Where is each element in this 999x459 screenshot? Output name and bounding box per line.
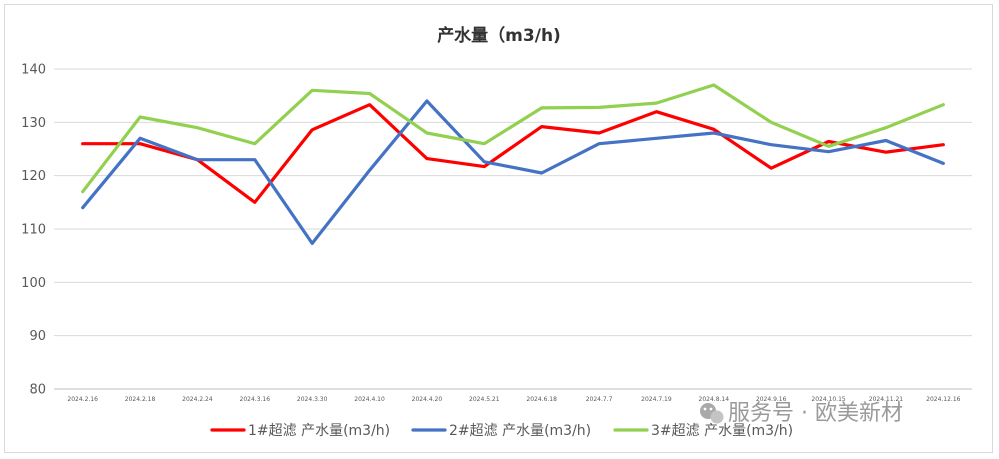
x-tick-label: 2024.2.18 <box>125 396 156 403</box>
y-tick-label: 120 <box>21 169 46 184</box>
y-tick-label: 80 <box>29 383 46 398</box>
series-line-2 <box>81 99 945 245</box>
y-axis-ticks: 80 90 100 110 120 130 140 <box>21 63 46 398</box>
y-tick-label: 140 <box>21 63 46 78</box>
y-tick-label: 100 <box>21 276 46 291</box>
watermark-text: 服务号 · 欧美新材 <box>728 401 903 426</box>
legend-label: 2#超滤 产水量(m3/h) <box>449 423 591 439</box>
legend: 1#超滤 产水量(m3/h) 2#超滤 产水量(m3/h) 3#超滤 产水量(m3/… <box>210 423 793 439</box>
x-tick-label: 2024.11.21 <box>869 396 904 403</box>
x-tick-label: 2024.2.16 <box>67 396 98 403</box>
legend-label: 3#超滤 产水量(m3/h) <box>651 423 793 439</box>
x-tick-label: 2024.10.15 <box>811 396 846 403</box>
y-tick-label: 90 <box>29 329 46 344</box>
x-tick-label: 2024.4.10 <box>354 396 385 403</box>
x-tick-label: 2024.8.14 <box>699 396 730 403</box>
x-tick-label: 2024.9.16 <box>756 396 787 403</box>
x-tick-label: 2024.3.16 <box>240 396 271 403</box>
x-tick-label: 2024.4.20 <box>412 396 443 403</box>
x-tick-label: 2024.12.16 <box>926 396 961 403</box>
x-tick-label: 2024.3.30 <box>297 396 328 403</box>
series-lines <box>81 83 945 245</box>
x-tick-label: 2024.7.19 <box>641 396 672 403</box>
series-line-3 <box>81 83 945 194</box>
x-tick-label: 2024.7.7 <box>586 396 613 403</box>
x-tick-label: 2024.2.24 <box>182 396 213 403</box>
series-line-1 <box>81 103 945 204</box>
chart-title: 产水量（m3/h) <box>437 25 561 46</box>
y-tick-label: 110 <box>21 223 46 238</box>
x-axis-ticks: 2024.2.16 2024.2.18 2024.2.24 2024.3.16 2024… <box>67 396 960 403</box>
legend-label: 1#超滤 产水量(m3/h) <box>248 423 390 439</box>
y-tick-label: 130 <box>21 116 46 131</box>
watermark: 服务号 · 欧美新材 <box>700 401 903 426</box>
wechat-icon <box>700 403 724 424</box>
x-tick-label: 2024.6.18 <box>526 396 557 403</box>
gridlines <box>54 68 972 390</box>
x-tick-label: 2024.5.21 <box>469 396 500 403</box>
